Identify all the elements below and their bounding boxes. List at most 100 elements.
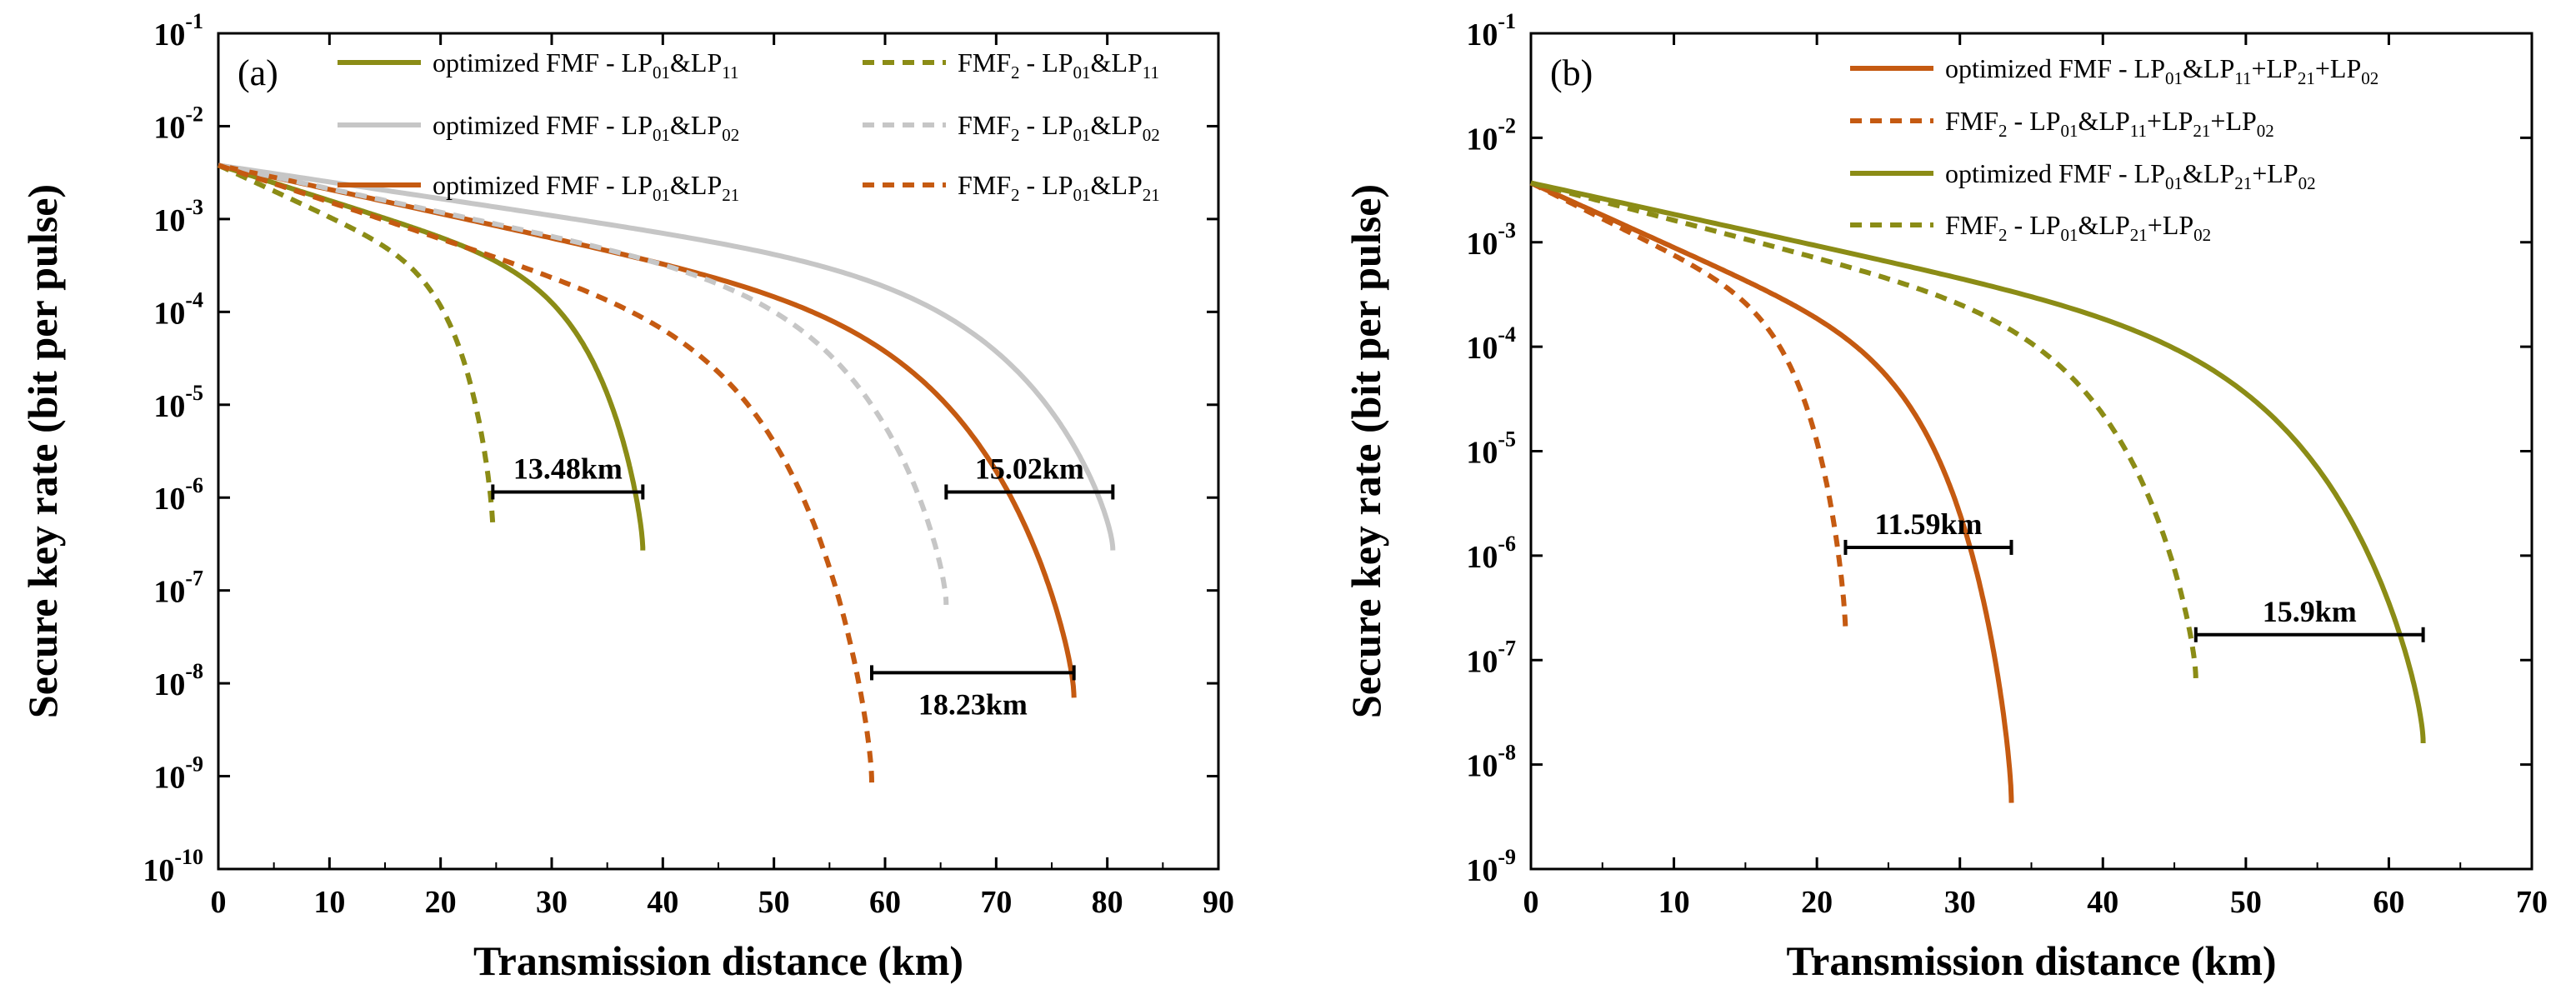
x-tick-label: 30 bbox=[1944, 885, 1976, 920]
legend-text-part: optimized FMF - LP bbox=[1945, 53, 2165, 83]
legend-sub: 01 bbox=[1073, 62, 1091, 82]
y-tick-exponent: -1 bbox=[1498, 9, 1516, 33]
legend-text-part: FMF bbox=[958, 110, 1011, 140]
x-tick-label: 70 bbox=[980, 885, 1012, 920]
legend-sub: 21 bbox=[2193, 121, 2210, 141]
series-line-a-0 bbox=[218, 162, 646, 551]
legend-sub: 01 bbox=[653, 125, 670, 145]
legend-sub: 21 bbox=[2234, 173, 2252, 193]
series-line-a-4 bbox=[218, 162, 949, 605]
distance-label: 11.59km bbox=[1874, 507, 1982, 541]
x-tick-label: 50 bbox=[2230, 885, 2262, 920]
legend-text-part: &LP bbox=[2078, 210, 2130, 240]
legend-sub: 02 bbox=[1143, 125, 1160, 145]
legend-text-part: - LP bbox=[2008, 210, 2061, 240]
y-tick-base: 10 bbox=[1466, 331, 1498, 366]
y-tick-label: 10-3 bbox=[153, 195, 203, 238]
legend-sub: 2 bbox=[1998, 225, 2008, 245]
legend-sub: 2 bbox=[1011, 125, 1020, 145]
series-line-b-1 bbox=[1529, 180, 1848, 634]
y-tick-exponent: -8 bbox=[1498, 741, 1516, 765]
y-tick-label: 10-6 bbox=[153, 473, 203, 517]
y-tick-base: 10 bbox=[1466, 540, 1498, 575]
y-tick-label: 10-8 bbox=[1466, 741, 1516, 784]
legend-sub: 01 bbox=[2165, 173, 2183, 193]
x-tick-label: 10 bbox=[1658, 885, 1690, 920]
y-tick-base: 10 bbox=[143, 853, 174, 888]
y-tick-label: 10-1 bbox=[1466, 9, 1516, 52]
legend-sub: 01 bbox=[2061, 225, 2078, 245]
legend-text-part: - LP bbox=[1020, 170, 1073, 200]
legend-sub: 01 bbox=[2165, 68, 2183, 88]
y-tick-label: 10-2 bbox=[1466, 113, 1516, 157]
y-tick-label: 10-6 bbox=[1466, 532, 1516, 575]
y-tick-label: 10-5 bbox=[153, 381, 203, 424]
legend-sub: 01 bbox=[653, 62, 670, 82]
y-tick-exponent: -6 bbox=[1498, 532, 1516, 556]
y-tick-base: 10 bbox=[1466, 644, 1498, 679]
distance-label: 15.02km bbox=[975, 452, 1084, 485]
panel-label: (b) bbox=[1550, 52, 1593, 93]
legend-text-part: +LP bbox=[2252, 158, 2298, 188]
y-tick-base: 10 bbox=[1466, 227, 1498, 262]
legend-text-part: - LP bbox=[1020, 47, 1073, 77]
x-tick-label: 70 bbox=[2516, 885, 2548, 920]
x-tick-label: 20 bbox=[1801, 885, 1833, 920]
legend-sub: 2 bbox=[1011, 62, 1020, 82]
x-tick-label: 0 bbox=[1523, 885, 1539, 920]
y-tick-label: 10-8 bbox=[153, 659, 203, 702]
panel-b: 0 10 20 30 40 50 60 7010-910-810-710-610-510-41… bbox=[1343, 9, 2548, 984]
y-tick-exponent: -2 bbox=[185, 102, 203, 126]
legend-text-part: &LP bbox=[2183, 158, 2234, 188]
legend-sub: 2 bbox=[1011, 185, 1020, 205]
legend-text-part: optimized FMF - LP bbox=[433, 47, 653, 77]
y-tick-exponent: -6 bbox=[185, 473, 203, 497]
legend-sub: 02 bbox=[2361, 68, 2378, 88]
y-tick-exponent: -7 bbox=[1498, 636, 1516, 660]
legend-text-part: &LP bbox=[2183, 53, 2234, 83]
y-tick-base: 10 bbox=[153, 389, 185, 424]
x-tick-label: 40 bbox=[2087, 885, 2118, 920]
y-tick-base: 10 bbox=[153, 667, 185, 702]
panel-label: (a) bbox=[238, 52, 278, 93]
legend-entry: optimized FMF - LP01&LP11+LP21+LP02 bbox=[1945, 53, 2378, 88]
legend-text-part: &LP bbox=[2078, 106, 2130, 136]
y-tick-label: 10-2 bbox=[153, 102, 203, 145]
x-tick-label: 90 bbox=[1203, 885, 1234, 920]
y-tick-base: 10 bbox=[1466, 853, 1498, 888]
y-tick-label: 10-3 bbox=[1466, 218, 1516, 262]
x-axis-title: Transmission distance (km) bbox=[473, 937, 963, 984]
legend-sub: 02 bbox=[2257, 121, 2274, 141]
y-tick-label: 10-9 bbox=[153, 752, 203, 796]
y-tick-exponent: -9 bbox=[185, 752, 203, 777]
y-tick-label: 10-7 bbox=[153, 567, 203, 610]
legend-text-part: +LP bbox=[2147, 106, 2193, 136]
y-tick-base: 10 bbox=[1466, 436, 1498, 471]
x-tick-label: 30 bbox=[536, 885, 568, 920]
y-tick-base: 10 bbox=[153, 761, 185, 796]
x-tick-label: 60 bbox=[2373, 885, 2404, 920]
x-tick-label: 40 bbox=[647, 885, 678, 920]
legend-sub: 11 bbox=[722, 62, 738, 82]
legend-text-part: &LP bbox=[670, 47, 722, 77]
legend-sub: 02 bbox=[2193, 225, 2211, 245]
y-tick-base: 10 bbox=[1466, 17, 1498, 52]
legend-sub: 2 bbox=[1998, 121, 2008, 141]
legend-text-part: +LP bbox=[2315, 53, 2361, 83]
y-tick-label: 10-4 bbox=[1466, 322, 1516, 366]
legend-sub: 01 bbox=[2061, 121, 2078, 141]
series-line-b-2 bbox=[1530, 180, 2426, 744]
series-line-a-2 bbox=[218, 162, 1077, 698]
legend-sub: 11 bbox=[1143, 62, 1159, 82]
x-tick-label: 50 bbox=[758, 885, 790, 920]
y-tick-exponent: -3 bbox=[185, 195, 203, 219]
y-tick-exponent: -1 bbox=[185, 9, 203, 33]
y-tick-exponent: -10 bbox=[174, 845, 203, 869]
distance-label: 15.9km bbox=[2263, 595, 2357, 628]
series-line-b-3 bbox=[1530, 180, 2198, 680]
legend-sub: 01 bbox=[1073, 185, 1091, 205]
legend-text-part: optimized FMF - LP bbox=[1945, 158, 2165, 188]
y-tick-label: 10-10 bbox=[143, 845, 203, 888]
series-line-a-3 bbox=[217, 162, 496, 530]
